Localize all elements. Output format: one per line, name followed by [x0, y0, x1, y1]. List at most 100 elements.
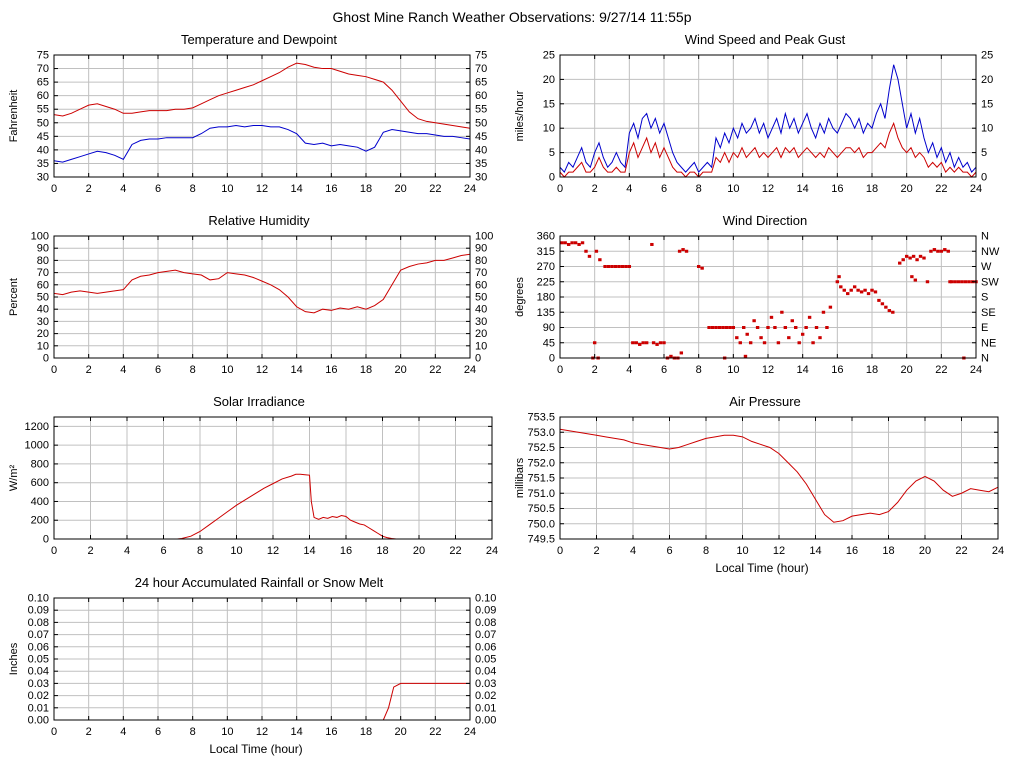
svg-text:0.04: 0.04	[475, 666, 496, 678]
svg-text:100: 100	[31, 231, 49, 243]
svg-text:14: 14	[797, 183, 809, 195]
svg-text:45: 45	[37, 131, 49, 143]
svg-text:225: 225	[537, 276, 555, 288]
humidity-chart: Relative Humidity 0 2 4 6 8 10 12 14 16 18 20 22 24 0…	[6, 213, 512, 380]
svg-text:20: 20	[981, 74, 993, 86]
svg-text:0.07: 0.07	[475, 629, 496, 641]
svg-text:5: 5	[549, 147, 555, 159]
right-column: Wind Speed and Peak Gust 0 2 4 6 8 10 12 14 16 18…	[512, 32, 1018, 768]
svg-text:0: 0	[51, 364, 57, 376]
svg-text:S: S	[981, 292, 988, 304]
svg-text:N: N	[981, 231, 989, 243]
svg-text:1000: 1000	[25, 440, 49, 452]
svg-text:749.5: 749.5	[527, 534, 555, 546]
rainfall-chart: 24 hour Accumulated Rainfall or Snow Mel…	[6, 575, 512, 758]
svg-text:20: 20	[543, 74, 555, 86]
svg-text:753.5: 753.5	[527, 412, 555, 424]
svg-text:24: 24	[464, 364, 476, 376]
svg-text:22: 22	[449, 545, 461, 557]
svg-text:16: 16	[846, 545, 858, 557]
svg-text:800: 800	[31, 458, 49, 470]
svg-text:35: 35	[475, 158, 487, 170]
svg-text:0.00: 0.00	[475, 715, 496, 727]
svg-text:Inches: Inches	[8, 642, 20, 675]
svg-text:10: 10	[727, 364, 739, 376]
svg-text:70: 70	[475, 267, 487, 279]
svg-text:180: 180	[537, 292, 555, 304]
svg-text:8: 8	[190, 183, 196, 195]
svg-text:0.08: 0.08	[28, 617, 49, 629]
svg-text:752.0: 752.0	[527, 457, 555, 469]
svg-text:60: 60	[37, 90, 49, 102]
svg-text:0: 0	[549, 353, 555, 365]
svg-text:8: 8	[190, 726, 196, 738]
svg-text:NE: NE	[981, 337, 996, 349]
svg-text:25: 25	[543, 50, 555, 62]
svg-text:0.07: 0.07	[28, 629, 49, 641]
svg-text:16: 16	[340, 545, 352, 557]
svg-text:750.5: 750.5	[527, 503, 555, 515]
svg-text:0.05: 0.05	[475, 654, 496, 666]
svg-text:W/m²: W/m²	[8, 465, 20, 492]
svg-text:751.5: 751.5	[527, 473, 555, 485]
svg-text:80: 80	[37, 255, 49, 267]
svg-text:10: 10	[221, 726, 233, 738]
svg-text:8: 8	[696, 364, 702, 376]
svg-text:30: 30	[475, 172, 487, 184]
svg-text:753.0: 753.0	[527, 427, 555, 439]
svg-text:24: 24	[970, 183, 982, 195]
svg-text:45: 45	[543, 337, 555, 349]
svg-text:15: 15	[543, 98, 555, 110]
svg-text:18: 18	[882, 545, 894, 557]
svg-text:0.00: 0.00	[28, 715, 49, 727]
svg-text:14: 14	[303, 545, 315, 557]
svg-text:50: 50	[475, 117, 487, 129]
svg-text:0.01: 0.01	[28, 702, 49, 714]
svg-text:60: 60	[475, 90, 487, 102]
solar-plot: 0 2 4 6 8 10 12 14 16 18 20 22 240200400600800100012…	[8, 416, 498, 557]
svg-text:10: 10	[981, 123, 993, 135]
svg-text:10: 10	[727, 183, 739, 195]
svg-text:12: 12	[762, 364, 774, 376]
svg-text:20: 20	[475, 328, 487, 340]
svg-text:360: 360	[537, 231, 555, 243]
svg-text:16: 16	[831, 364, 843, 376]
svg-text:6: 6	[155, 726, 161, 738]
svg-text:0: 0	[557, 183, 563, 195]
svg-text:45: 45	[475, 131, 487, 143]
svg-text:8: 8	[190, 364, 196, 376]
svg-text:24: 24	[464, 183, 476, 195]
svg-text:4: 4	[120, 183, 126, 195]
svg-text:18: 18	[360, 183, 372, 195]
svg-text:0.04: 0.04	[28, 666, 49, 678]
svg-text:18: 18	[360, 364, 372, 376]
svg-text:0: 0	[51, 726, 57, 738]
svg-text:200: 200	[31, 515, 49, 527]
chart-title: Relative Humidity	[208, 213, 310, 228]
svg-text:8: 8	[703, 545, 709, 557]
svg-text:0.02: 0.02	[475, 690, 496, 702]
svg-text:24: 24	[486, 545, 498, 557]
svg-text:1200: 1200	[25, 421, 49, 433]
svg-text:degrees: degrees	[514, 277, 526, 317]
svg-text:2: 2	[86, 364, 92, 376]
svg-text:8: 8	[696, 183, 702, 195]
svg-text:0.05: 0.05	[28, 654, 49, 666]
svg-text:W: W	[981, 261, 992, 273]
svg-text:0: 0	[549, 172, 555, 184]
svg-text:12: 12	[762, 183, 774, 195]
pressure-chart: Air Pressure 0 2 4 6 8 10 12 14 16 18 20 22 24 749.5 7…	[512, 394, 1018, 577]
svg-text:22: 22	[429, 726, 441, 738]
svg-text:15: 15	[981, 98, 993, 110]
svg-text:20: 20	[395, 726, 407, 738]
svg-text:6: 6	[155, 183, 161, 195]
svg-text:40: 40	[37, 144, 49, 156]
svg-text:14: 14	[797, 364, 809, 376]
svg-text:20: 20	[901, 183, 913, 195]
svg-text:6: 6	[155, 364, 161, 376]
svg-text:0: 0	[43, 534, 49, 546]
svg-text:0.06: 0.06	[475, 641, 496, 653]
svg-text:12: 12	[773, 545, 785, 557]
svg-text:75: 75	[475, 50, 487, 62]
